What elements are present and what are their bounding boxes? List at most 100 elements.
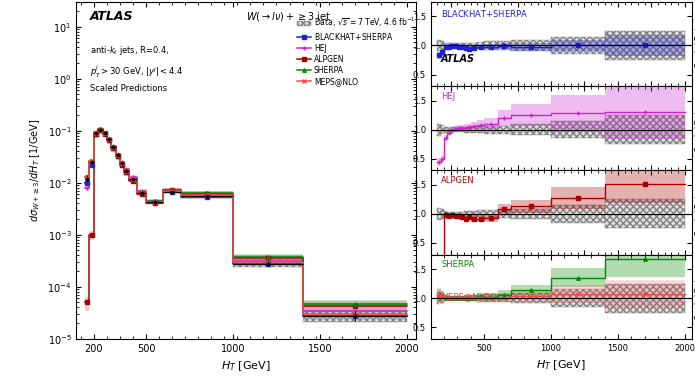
Bar (605, 284, 685, 313)
Bar (477, 126, 484, 133)
Bar (441, 125, 444, 134)
Bar (444, 295, 448, 301)
Bar (484, 42, 498, 50)
Text: MEPS@NLO: MEPS@NLO (441, 293, 490, 301)
Bar (120, 162, 124, 164)
Bar (107, 139, 111, 141)
Bar (90, 160, 94, 164)
Bar (448, 296, 450, 300)
Bar (511, 293, 551, 303)
Bar (471, 295, 477, 301)
Bar (484, 210, 498, 218)
Bar (498, 126, 511, 134)
Y-axis label: Pred. / Data: Pred. / Data (694, 190, 695, 235)
Bar (98, 129, 103, 131)
Bar (605, 115, 685, 144)
Text: ALPGEN: ALPGEN (441, 176, 475, 185)
Bar (471, 211, 477, 217)
Bar (511, 209, 551, 219)
Bar (605, 199, 685, 228)
Bar (461, 127, 464, 132)
Bar (437, 124, 441, 136)
Bar (551, 121, 605, 139)
Bar (454, 212, 457, 216)
Bar (468, 211, 471, 217)
Bar (444, 127, 448, 132)
Bar (464, 211, 468, 217)
Bar (551, 205, 605, 223)
Bar (457, 296, 461, 300)
Bar (124, 170, 129, 172)
Bar (498, 42, 511, 50)
Bar (498, 210, 511, 218)
Bar (233, 260, 302, 267)
Bar (511, 40, 551, 51)
Bar (129, 177, 138, 180)
Bar (477, 211, 484, 218)
Bar (484, 210, 498, 218)
Bar (146, 200, 163, 204)
Bar (477, 42, 484, 49)
Bar (471, 211, 477, 217)
Bar (457, 127, 461, 132)
Bar (464, 43, 468, 49)
Bar (448, 127, 450, 132)
Bar (498, 126, 511, 134)
Bar (498, 210, 511, 218)
Bar (484, 294, 498, 302)
Text: ATLAS: ATLAS (441, 54, 475, 64)
Bar (471, 295, 477, 301)
Bar (605, 115, 685, 144)
Bar (437, 292, 441, 304)
Bar (450, 43, 454, 48)
Bar (454, 127, 457, 132)
Bar (457, 43, 461, 48)
Bar (450, 127, 454, 132)
Bar (103, 132, 107, 134)
Bar (468, 127, 471, 132)
Bar (468, 43, 471, 49)
Bar (448, 212, 450, 216)
Bar (90, 160, 94, 164)
Bar (468, 295, 471, 301)
Bar (437, 40, 441, 51)
Bar (450, 296, 454, 300)
Y-axis label: $d\sigma_{W+\geq3}/dH_{T}$ [1/GeV]: $d\sigma_{W+\geq3}/dH_{T}$ [1/GeV] (28, 119, 42, 222)
Bar (437, 292, 441, 304)
Bar (163, 190, 181, 193)
X-axis label: $H_T$ [GeV]: $H_T$ [GeV] (221, 359, 271, 373)
Bar (461, 43, 464, 48)
Bar (98, 129, 103, 131)
Bar (103, 132, 107, 134)
Bar (437, 208, 441, 220)
Bar (471, 43, 477, 49)
Bar (464, 211, 468, 217)
Bar (471, 43, 477, 49)
Bar (437, 208, 441, 220)
Bar (461, 212, 464, 216)
Bar (444, 295, 448, 301)
Bar (457, 43, 461, 48)
Bar (444, 211, 448, 217)
Bar (441, 209, 444, 219)
Bar (441, 41, 444, 50)
Bar (444, 211, 448, 217)
Bar (461, 212, 464, 216)
Bar (484, 294, 498, 302)
Legend: Data, $\sqrt{s}=7$ TeV, 4.6 fb$^{-1}$, B$\sf{LACK}$H$\sf{AT}$+S$\sf{HERPA}$, HEJ: Data, $\sqrt{s}=7$ TeV, 4.6 fb$^{-1}$, B… (297, 16, 415, 86)
Bar (138, 191, 146, 194)
Bar (605, 31, 685, 60)
Bar (498, 294, 511, 302)
Bar (454, 296, 457, 300)
Bar (146, 200, 163, 204)
Bar (468, 211, 471, 217)
Bar (454, 43, 457, 48)
Bar (437, 40, 441, 51)
Text: $p_T^j > 30$ GeV, $|y^j| < 4.4$: $p_T^j > 30$ GeV, $|y^j| < 4.4$ (90, 64, 183, 80)
Bar (461, 43, 464, 48)
Bar (138, 191, 146, 194)
Bar (457, 127, 461, 132)
Bar (468, 295, 471, 301)
Bar (477, 295, 484, 301)
Bar (448, 43, 450, 48)
